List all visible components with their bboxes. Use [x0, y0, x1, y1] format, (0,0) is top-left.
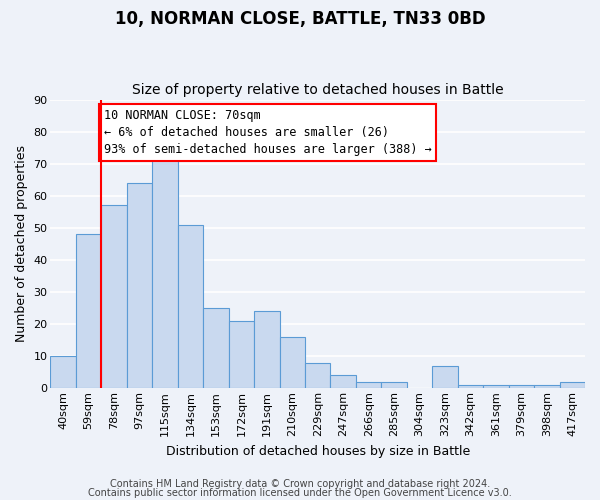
- Text: 10, NORMAN CLOSE, BATTLE, TN33 0BD: 10, NORMAN CLOSE, BATTLE, TN33 0BD: [115, 10, 485, 28]
- Bar: [178, 224, 203, 388]
- Text: Contains HM Land Registry data © Crown copyright and database right 2024.: Contains HM Land Registry data © Crown c…: [110, 479, 490, 489]
- Bar: [203, 308, 229, 388]
- Title: Size of property relative to detached houses in Battle: Size of property relative to detached ho…: [132, 83, 503, 97]
- Bar: [101, 206, 127, 388]
- Bar: [509, 385, 534, 388]
- Bar: [76, 234, 101, 388]
- Bar: [152, 154, 178, 388]
- Y-axis label: Number of detached properties: Number of detached properties: [15, 146, 28, 342]
- Bar: [331, 376, 356, 388]
- Text: 10 NORMAN CLOSE: 70sqm
← 6% of detached houses are smaller (26)
93% of semi-deta: 10 NORMAN CLOSE: 70sqm ← 6% of detached …: [104, 109, 431, 156]
- Bar: [432, 366, 458, 388]
- Bar: [50, 356, 76, 388]
- Bar: [229, 321, 254, 388]
- Bar: [305, 362, 331, 388]
- Text: Contains public sector information licensed under the Open Government Licence v3: Contains public sector information licen…: [88, 488, 512, 498]
- Bar: [280, 337, 305, 388]
- Bar: [382, 382, 407, 388]
- Bar: [534, 385, 560, 388]
- Bar: [254, 312, 280, 388]
- Bar: [127, 183, 152, 388]
- Bar: [356, 382, 382, 388]
- X-axis label: Distribution of detached houses by size in Battle: Distribution of detached houses by size …: [166, 444, 470, 458]
- Bar: [458, 385, 483, 388]
- Bar: [483, 385, 509, 388]
- Bar: [560, 382, 585, 388]
